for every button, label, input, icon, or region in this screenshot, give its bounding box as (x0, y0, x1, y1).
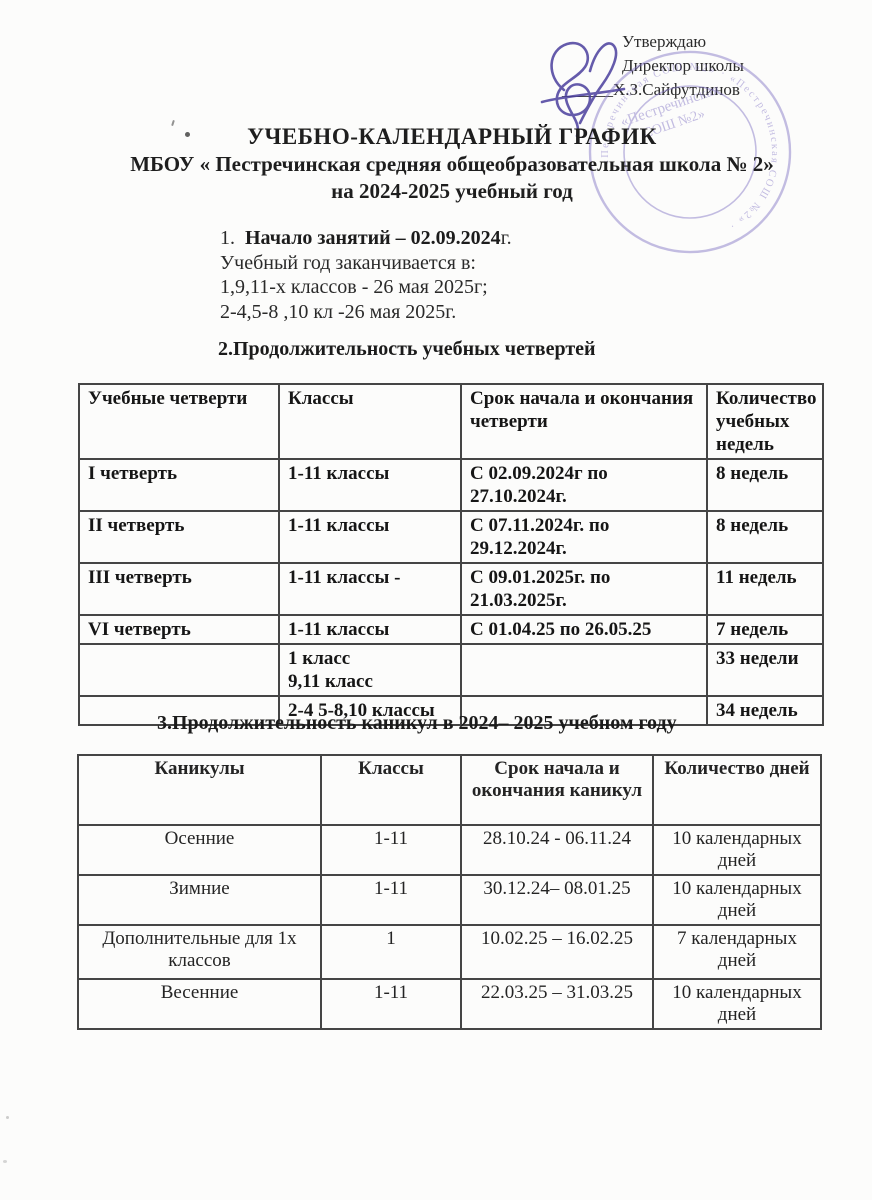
table-row: II четверть 1-11 классы С 07.11.2024г. по … (78, 510, 824, 564)
table-cell: 1 класс 9,11 класс (278, 643, 462, 697)
signature-stroke (540, 87, 626, 104)
table-cell: 7 недель (706, 614, 824, 645)
table-row: Зимние 1-11 30.12.24– 08.01.25 10 календарн… (77, 874, 822, 926)
table-cell: Осенние (77, 824, 322, 876)
section-start-of-classes: 1. Начало занятий – 02.09.2024г. Учебный… (220, 226, 512, 324)
scan-speck (3, 1160, 7, 1163)
table-cell: 10 календарных дней (652, 874, 822, 926)
table-row: Весенние 1-11 22.03.25 – 31.03.25 10 календ… (77, 978, 822, 1030)
table-cell: Дополнительные для 1х классов (77, 924, 322, 980)
section2-heading: 2.Продолжительность учебных четвертей (218, 338, 596, 360)
table-cell: 1-11 классы (278, 510, 462, 564)
table-cell: С 01.04.25 по 26.05.25 (460, 614, 708, 645)
start-date-suffix: г. (500, 227, 512, 249)
column-header: Срок начала и окончания четверти (460, 383, 708, 460)
approval-role: Директор школы (622, 56, 744, 75)
school-round-stamp: «Пестречинская СОШ №2» · «Пестречинская … (587, 49, 792, 254)
column-header: Срок начала и окончания каникул (460, 754, 654, 826)
list-number: 1. (220, 227, 235, 249)
table-cell: С 09.01.2025г. по 21.03.2025г. (460, 562, 708, 616)
table-cell: I четверть (78, 458, 280, 512)
table-row: I четверть 1-11 классы С 02.09.2024г по 27… (78, 458, 824, 512)
table-row: 2-4 5-8,10 классы 34 недель (78, 695, 824, 726)
signature-stroke (550, 41, 592, 138)
table-cell: 8 недель (706, 458, 824, 512)
stamp-outer-circle (588, 50, 792, 254)
table-cell: 1-11 (320, 978, 462, 1030)
table-cell: VI четверть (78, 614, 280, 645)
table-cell (78, 695, 280, 726)
table-cell: 1-11 классы (278, 614, 462, 645)
table-cell: 10 календарных дней (652, 824, 822, 876)
table-cell: 34 недель (706, 695, 824, 726)
table-cell: Весенние (77, 978, 322, 1030)
table-row: VI четверть 1-11 классы С 01.04.25 по 26.0… (78, 614, 824, 645)
header-row: Учебные четверти Классы Срок начала и окон… (78, 383, 824, 460)
quarters-table: Учебные четверти Классы Срок начала и окон… (78, 383, 824, 726)
column-header: Количество дней (652, 754, 822, 826)
column-header: Классы (278, 383, 462, 460)
document-title: УЧЕБНО-КАЛЕНДАРНЫЙ ГРАФИК (247, 124, 657, 149)
column-header: Учебные четверти (78, 383, 280, 460)
document-title-block: УЧЕБНО-КАЛЕНДАРНЫЙ ГРАФИК МБОУ « Пестреч… (32, 123, 872, 205)
approval-label: Утверждаю (622, 32, 707, 51)
table-cell: Зимние (77, 874, 322, 926)
table-row: 1 класс 9,11 класс 33 недели (78, 643, 824, 697)
section3-heading: 3.Продолжительность каникул в 2024– 2025… (157, 712, 677, 734)
table-cell: 22.03.25 – 31.03.25 (460, 978, 654, 1030)
table-cell: III четверть (78, 562, 280, 616)
column-header: Количество учебных недель (706, 383, 824, 460)
table-cell: 11 недель (706, 562, 824, 616)
year-end-grades-other: 2-4,5-8 ,10 кл -26 мая 2025г. (220, 300, 457, 323)
year-end-intro: Учебный год заканчивается в: (220, 251, 476, 274)
table-cell: 10 календарных дней (652, 978, 822, 1030)
table-cell: С 07.11.2024г. по 29.12.2024г. (460, 510, 708, 564)
table-cell: 30.12.24– 08.01.25 (460, 874, 654, 926)
table-cell (78, 643, 280, 697)
table-row: III четверть 1-11 классы -С 09.01.2025г. … (78, 562, 824, 616)
handwritten-signature (540, 41, 626, 138)
column-header: Каникулы (77, 754, 322, 826)
start-date-line: 1. Начало занятий – 02.09.2024г. (220, 226, 512, 251)
scan-speck (185, 132, 190, 137)
table-cell: 7 календарных дней (652, 924, 822, 980)
signature-stroke (578, 42, 618, 125)
table-cell: 8 недель (706, 510, 824, 564)
school-year-line: на 2024-2025 учебный год (331, 179, 573, 203)
table-cell: 33 недели (706, 643, 824, 697)
table-row: Осенние 1-11 28.10.24 - 06.11.24 10 календа… (77, 824, 822, 876)
column-header: Классы (320, 754, 462, 826)
table-cell: II четверть (78, 510, 280, 564)
table-row: Дополнительные для 1х классов 1 10.02.25 –… (77, 924, 822, 980)
table-cell: 10.02.25 – 16.02.25 (460, 924, 654, 980)
stamp-inner-circle (623, 85, 757, 219)
start-date-bold: Начало занятий – 02.09.2024 (245, 227, 501, 249)
header-row: Каникулы Классы Срок начала и окончания ка… (77, 754, 822, 826)
scan-speck (6, 1116, 9, 1119)
director-name: Х.З.Сайфутдинов (613, 80, 740, 99)
year-end-grades-1-9-11: 1,9,11-х классов - 26 мая 2025г; (220, 276, 488, 298)
table-cell: С 02.09.2024г по 27.10.2024г. (460, 458, 708, 512)
table-cell: 1-11 (320, 824, 462, 876)
school-name-line: МБОУ « Пестречинская средняя общеобразов… (130, 152, 774, 176)
vacations-table: Каникулы Классы Срок начала и окончания ка… (77, 754, 822, 1030)
table-cell: 1-11 (320, 874, 462, 926)
table-cell: 1-11 классы - (278, 562, 462, 616)
table-cell: 28.10.24 - 06.11.24 (460, 824, 654, 876)
approval-block: Утверждаю Директор школы ______Х.З.Сайфу… (562, 30, 744, 102)
table-cell: 1-11 классы (278, 458, 462, 512)
table-cell (460, 643, 708, 697)
table-cell: 2-4 5-8,10 классы (278, 695, 462, 726)
table-cell: 1 (320, 924, 462, 980)
table-cell (460, 695, 708, 726)
